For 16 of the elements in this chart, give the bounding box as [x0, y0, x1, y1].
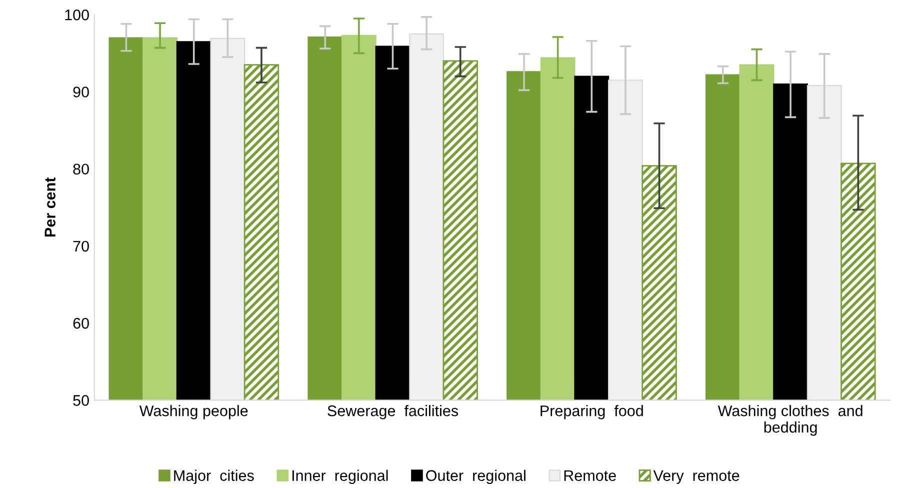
legend-label: Very remote	[653, 470, 740, 484]
legend-label: Major cities	[174, 470, 254, 484]
legend-label: Outer regional	[426, 470, 526, 484]
y-tick-label: 80	[73, 164, 89, 175]
y-tick-label: 90	[73, 86, 89, 98]
y-tick-label: 50	[73, 395, 89, 406]
x-tick-label: Washing clothes and bedding	[718, 405, 862, 436]
y-tick-label: 70	[73, 240, 89, 252]
legend-label: Remote	[564, 470, 616, 481]
legend-label: Inner regional	[292, 470, 388, 484]
y-axis-title: Per cent	[44, 177, 56, 237]
x-tick-label: Washing people	[139, 405, 248, 420]
x-tick-label: Preparing food	[540, 405, 643, 420]
y-tick-label: 60	[73, 318, 89, 329]
x-tick-label: Sewerage facilities	[328, 405, 458, 420]
y-tick-label: 100	[65, 10, 89, 20]
